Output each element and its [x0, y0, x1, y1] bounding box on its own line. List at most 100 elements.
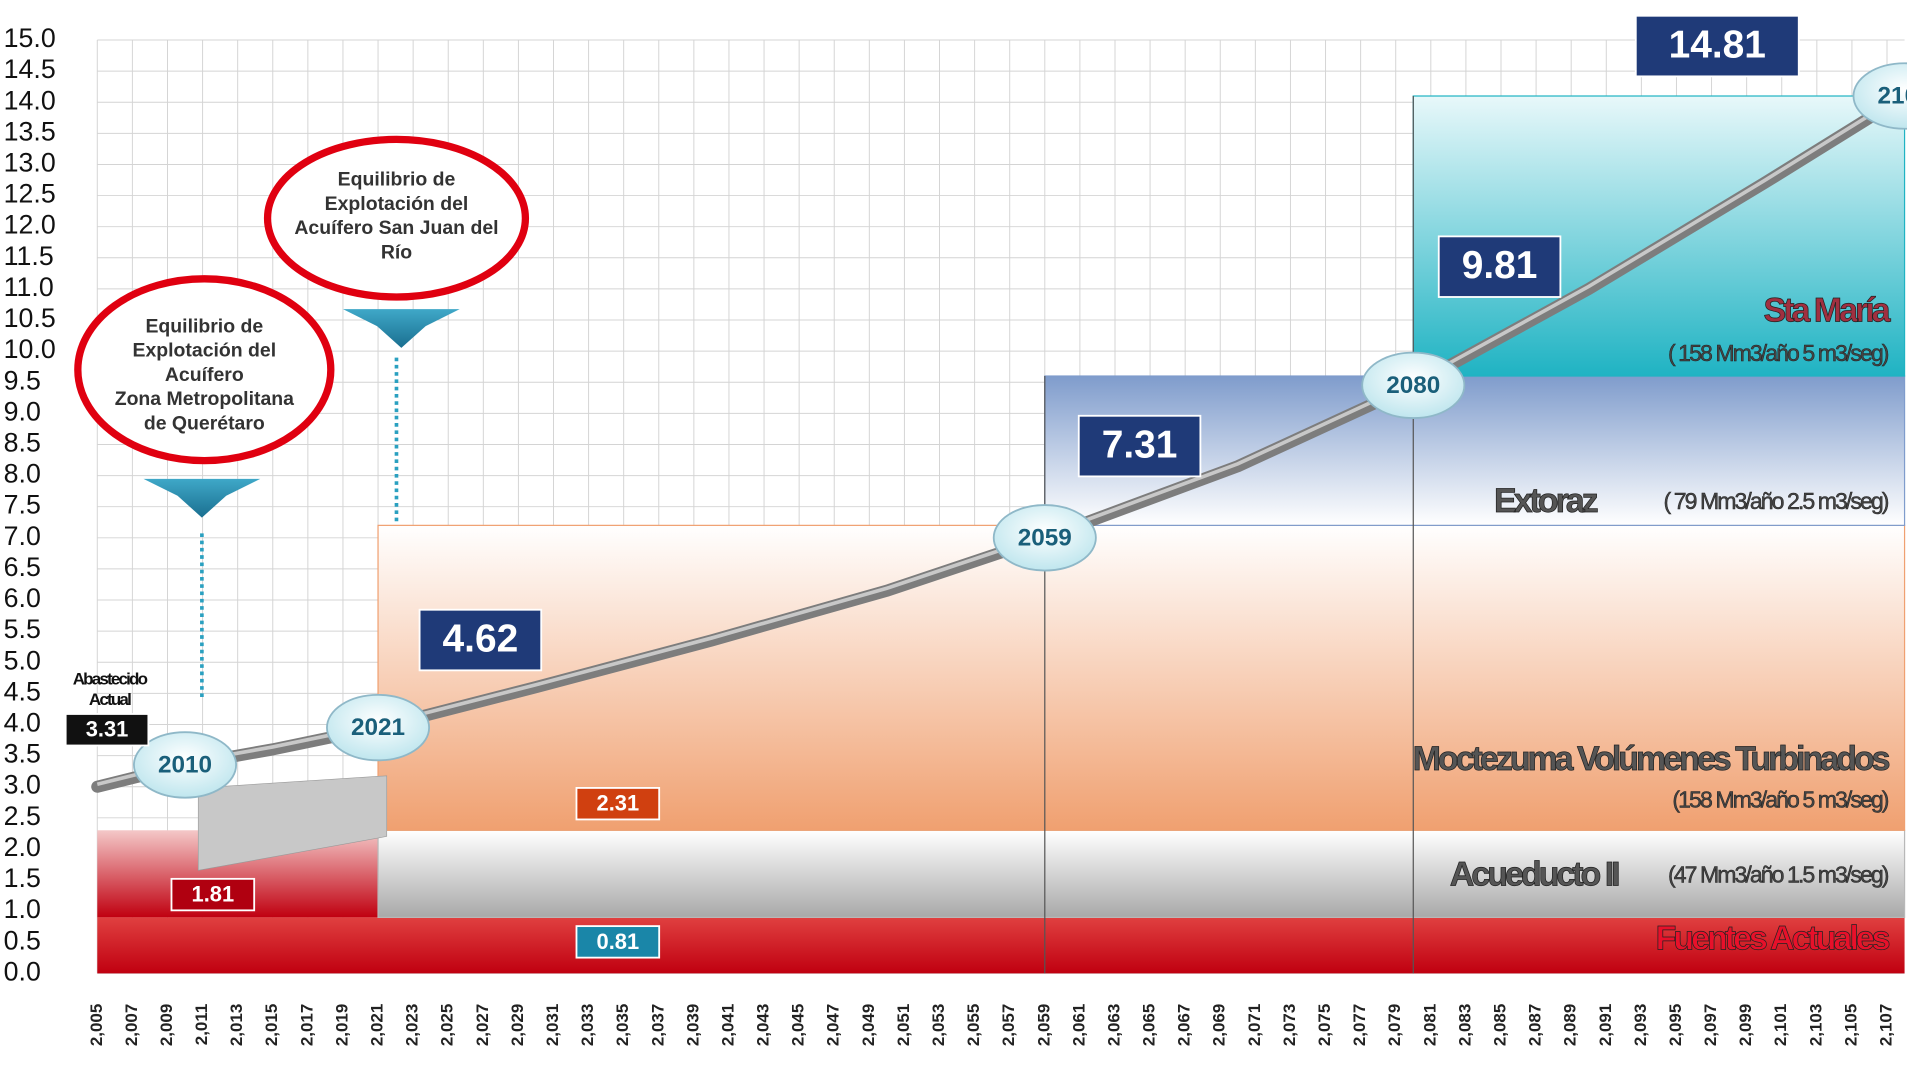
x-tick-label: 2,065 — [1140, 1004, 1159, 1046]
supply-band — [377, 829, 1906, 918]
y-tick-label: 1.5 — [4, 863, 41, 893]
x-tick-label: 2,017 — [297, 1004, 316, 1046]
y-tick-label: 4.0 — [4, 708, 41, 738]
note-text: Explotación del — [325, 193, 469, 215]
milestone-label: 2010 — [158, 752, 212, 779]
milestone-label: 2108 — [1878, 83, 1907, 110]
band-name: Sta María — [1764, 292, 1892, 330]
x-tick-label: 2,101 — [1771, 1004, 1790, 1046]
y-tick-label: 9.5 — [4, 365, 41, 395]
y-tick-label: 6.0 — [4, 583, 41, 613]
value-box-label: 4.62 — [443, 618, 519, 661]
x-tick-label: 2,091 — [1596, 1004, 1615, 1046]
x-tick-label: 2,061 — [1069, 1004, 1088, 1046]
x-tick-label: 2,027 — [473, 1004, 492, 1046]
value-box — [418, 608, 543, 672]
y-tick-label: 13.5 — [4, 116, 56, 146]
current-label: Actual — [89, 690, 131, 709]
x-tick-label: 2,011 — [192, 1004, 211, 1046]
y-tick-label: 3.0 — [4, 770, 41, 800]
note-text: de Querétaro — [144, 412, 265, 434]
y-tick-label: 0.5 — [4, 925, 41, 955]
x-tick-label: 2,053 — [929, 1004, 948, 1046]
x-tick-label: 2,105 — [1841, 1004, 1860, 1046]
down-arrow — [143, 478, 261, 518]
y-tick-label: 2.0 — [4, 832, 41, 862]
y-tick-label: 5.0 — [4, 645, 41, 675]
note-text: Explotación del — [132, 340, 276, 362]
x-tick-label: 2,025 — [438, 1004, 457, 1046]
x-tick-label: 2,021 — [368, 1004, 387, 1046]
x-tick-label: 2,029 — [508, 1004, 527, 1046]
band-detail: (47 Mm3/año 1.5 m3/seg) — [1668, 862, 1889, 888]
y-tick-label: 14.0 — [4, 85, 56, 115]
x-tick-label: 2,099 — [1736, 1004, 1755, 1046]
x-tick-label: 2,073 — [1280, 1004, 1299, 1046]
value-box-label: 7.31 — [1102, 424, 1178, 467]
curve-highlight — [96, 92, 1906, 787]
milestone — [1361, 351, 1466, 419]
value-box — [1634, 14, 1800, 78]
supply-band — [377, 524, 1906, 831]
x-tick-label: 2,019 — [332, 1004, 351, 1046]
band-name: Fuentes Actuales — [1656, 920, 1890, 958]
band-name: Moctezuma Volúmenes Turbinados — [1413, 740, 1890, 778]
y-tick-label: 11.5 — [4, 241, 54, 271]
note-text: Equilibrio de — [145, 315, 263, 337]
x-tick-label: 2,039 — [683, 1004, 702, 1046]
value-box — [1077, 414, 1202, 478]
demand-curve — [91, 89, 1907, 793]
y-tick-label: 1.0 — [4, 894, 41, 924]
note-text: Río — [381, 241, 412, 263]
x-tick-label: 2,043 — [754, 1004, 773, 1046]
x-tick-label: 2,067 — [1175, 1004, 1194, 1046]
x-tick-label: 2,059 — [1034, 1004, 1053, 1046]
value-box-label: 9.81 — [1462, 244, 1538, 287]
y-tick-label: 4.5 — [4, 676, 41, 706]
x-tick-label: 2,007 — [122, 1004, 141, 1046]
x-tick-label: 2,005 — [87, 1004, 106, 1046]
band-detail: ( 79 Mm3/año 2.5 m3/seg) — [1664, 488, 1889, 514]
x-tick-label: 2,033 — [578, 1004, 597, 1046]
x-tick-label: 2,051 — [894, 1004, 913, 1046]
x-tick-label: 2,103 — [1806, 1004, 1825, 1046]
note-circle — [263, 135, 530, 301]
value-box — [170, 877, 256, 912]
x-tick-label: 2,089 — [1561, 1004, 1580, 1046]
value-box-label: 0.81 — [597, 929, 640, 954]
x-tick-label: 2,057 — [999, 1004, 1018, 1046]
y-tick-label: 12.5 — [4, 179, 56, 209]
down-arrow — [342, 309, 460, 348]
note-text: Acuífero — [165, 364, 244, 386]
y-tick-label: 11.0 — [4, 272, 54, 302]
y-tick-label: 12.0 — [4, 210, 56, 240]
x-tick-label: 2,079 — [1385, 1004, 1404, 1046]
milestone-label: 2021 — [351, 714, 405, 741]
x-tick-label: 2,049 — [859, 1004, 878, 1046]
x-tick-label: 2,045 — [789, 1004, 808, 1046]
x-tick-label: 2,081 — [1420, 1004, 1439, 1046]
x-tick-label: 2,015 — [262, 1004, 281, 1046]
x-tick-label: 2,075 — [1315, 1004, 1334, 1046]
band-detail: ( 158 Mm3/año 5 m3/seg) — [1668, 340, 1889, 366]
x-tick-label: 2,077 — [1350, 1004, 1369, 1046]
value-box — [575, 925, 661, 959]
transition-wedge — [197, 775, 388, 871]
y-tick-label: 15.0 — [4, 23, 56, 53]
y-tick-label: 13.0 — [4, 148, 56, 178]
value-box-label: 3.31 — [86, 717, 129, 742]
supply-band — [97, 917, 1905, 974]
note-text: Equilibrio de — [338, 169, 456, 191]
y-tick-label: 9.0 — [4, 396, 41, 426]
x-tick-label: 2,107 — [1876, 1004, 1895, 1046]
y-tick-label: 7.5 — [4, 490, 41, 520]
y-tick-label: 6.5 — [4, 552, 41, 582]
x-tick-label: 2,093 — [1631, 1004, 1650, 1046]
milestone-label: 2080 — [1386, 372, 1440, 399]
y-tick-label: 0.0 — [4, 956, 41, 986]
x-tick-label: 2,071 — [1245, 1004, 1264, 1046]
x-tick-label: 2,083 — [1455, 1004, 1474, 1046]
value-box — [1437, 235, 1562, 298]
